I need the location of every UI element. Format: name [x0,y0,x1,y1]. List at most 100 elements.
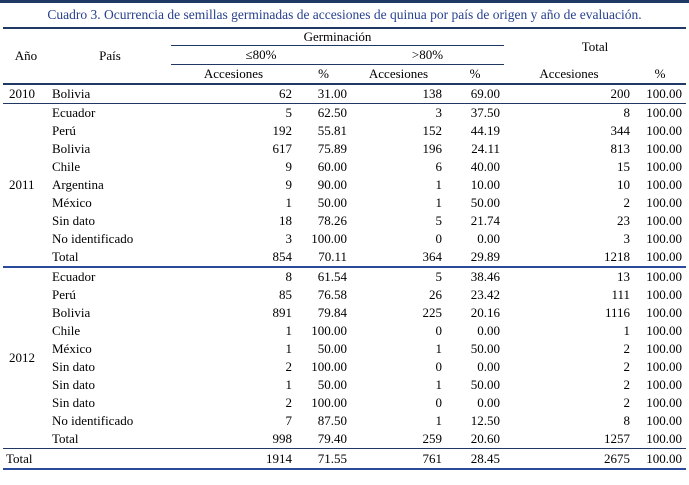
header-accessions-gt80: Accesiones [351,64,446,85]
value-cell: 111 [611,287,630,302]
value-cell: 100.00 [646,159,682,174]
table-row: Chile 1 100.00 0 0.00 1 100.00 [3,322,686,340]
value-cell: 78.26 [317,213,347,228]
value-cell: 18 [279,213,292,228]
value-cell: 2 [623,341,631,356]
value-cell: 8 [285,269,293,284]
value-cell: 100.00 [646,195,682,210]
value-cell: 100.00 [311,395,347,410]
value-cell: 100.00 [646,141,682,156]
country-cell: Argentina [52,177,104,192]
table-row: No identificado 3 100.00 0 0.00 3 100.00 [3,230,686,248]
table-row: Bolivia 617 75.89 196 24.11 813 100.00 [3,140,686,158]
value-cell: 2 [623,395,631,410]
value-cell: 9 [285,177,293,192]
value-cell: 13 [617,269,630,284]
grand-total-value: 761 [351,448,446,470]
table-row: Bolivia 891 79.84 225 20.16 1116 100.00 [3,304,686,322]
value-cell: 7 [285,413,293,428]
germination-table: Año País Germinación Total ≤80% >80% Acc… [3,27,686,470]
value-cell: 8 [623,105,631,120]
country-cell: Bolivia [52,141,91,156]
value-cell: 100.00 [634,430,686,449]
value-cell: 3 [285,231,293,246]
value-cell: 5 [435,269,443,284]
table-row: Chile 9 60.00 6 40.00 15 100.00 [3,158,686,176]
country-cell: Perú [52,123,76,138]
value-cell: 100.00 [311,323,347,338]
value-cell: 2 [623,195,631,210]
value-cell: 50.00 [317,341,347,356]
value-cell: 50.00 [470,377,500,392]
table-row: México 1 50.00 1 50.00 2 100.00 [3,194,686,212]
value-cell: 0 [435,359,443,374]
value-cell: 0 [435,323,443,338]
value-cell: 0 [435,395,443,410]
table-body: 2010 Bolivia 62 31.00 138 69.00 200 100.00 2011 E… [3,84,686,449]
country-cell: Bolivia [49,84,171,104]
header-percent-le80: % [296,64,351,85]
value-cell: 76.58 [317,287,347,302]
year-cell: 2012 [3,267,49,449]
country-cell: Ecuador [52,269,96,284]
header-percent-gt80: % [446,64,504,85]
value-cell: 55.81 [317,123,347,138]
value-cell: 100.00 [311,359,347,374]
value-cell: 100.00 [646,305,682,320]
value-cell: 1116 [604,305,630,320]
value-cell: 100.00 [646,413,682,428]
table-row: Total 854 70.11 364 29.89 1218 100.00 [3,248,686,268]
value-cell: 854 [171,248,296,268]
grand-total-value: 1914 [171,448,296,470]
value-cell: 1218 [504,248,634,268]
value-cell: 344 [610,123,631,138]
value-cell: 26 [429,287,442,302]
value-cell: 2 [623,377,631,392]
header-accessions-le80: Accesiones [171,64,296,85]
header-row-thresholds: ≤80% >80% [3,45,686,65]
header-germination: Germinación [171,28,504,46]
table-row: 2012 Ecuador 8 61.54 5 38.46 13 100.00 [3,267,686,449]
country-cell: Chile [52,323,81,338]
value-cell: 12.50 [470,413,500,428]
table-row: 2011 Ecuador 5 62.50 3 37.50 8 100.00 [3,103,686,268]
grand-total-section: Total 1914 71.55 761 28.45 2675 100.00 [3,448,686,470]
value-cell: 138 [351,84,446,104]
value-cell: 20.16 [470,305,500,320]
country-cell: Sin dato [52,359,95,374]
value-cell: 100.00 [646,123,682,138]
value-cell: 2 [285,395,293,410]
country-cell: Total [49,248,171,268]
value-cell: 37.50 [470,105,500,120]
value-cell: 62.50 [317,105,347,120]
table-header: Año País Germinación Total ≤80% >80% Acc… [3,28,686,85]
value-cell: 3 [435,105,443,120]
value-cell: 1 [435,195,443,210]
table-row: Perú 85 76.58 26 23.42 111 100.00 [3,286,686,304]
table-row: Perú 192 55.81 152 44.19 344 100.00 [3,122,686,140]
value-cell: 38.46 [470,269,500,284]
country-cell: No identificado [52,231,134,246]
value-cell: 79.40 [296,430,351,449]
value-cell: 152 [422,123,443,138]
country-cell: Sin dato [52,377,95,392]
table-row: Total 998 79.40 259 20.60 1257 100.00 [3,430,686,449]
value-cell: 20.60 [446,430,504,449]
value-cell: 1 [285,195,293,210]
value-cell: 50.00 [317,195,347,210]
header-row-germination: Año País Germinación Total [3,28,686,85]
value-cell: 1 [435,341,443,356]
value-cell: 31.00 [296,84,351,104]
value-cell: 100.00 [646,105,682,120]
country-cell: México [52,195,92,210]
value-cell: 100.00 [646,395,682,410]
table-row: No identificado 7 87.50 1 12.50 8 100.00 [3,412,686,430]
value-cell: 85 [279,287,292,302]
value-cell: 0.00 [477,231,500,246]
grand-total-country-empty [49,448,171,470]
header-total: Total [581,38,609,54]
country-cell: Perú [52,287,76,302]
value-cell: 192 [272,123,293,138]
value-cell: 8 [623,413,631,428]
value-cell: 10.00 [470,177,500,192]
